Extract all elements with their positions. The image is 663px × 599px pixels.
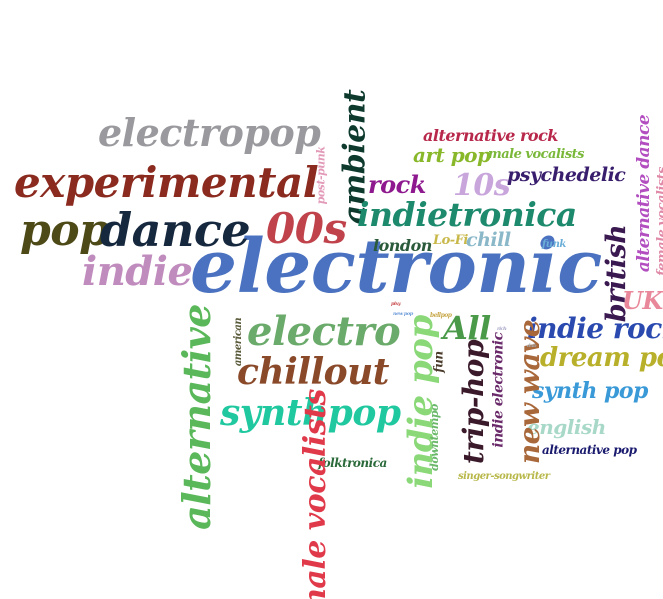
word-american: american — [233, 317, 245, 367]
word-dance: dance — [100, 203, 251, 257]
word-english: english — [527, 415, 606, 439]
word-experimental: experimental — [14, 158, 319, 207]
word-new-wave: new wave — [513, 319, 547, 465]
word-bellpop: bellpop — [430, 312, 452, 319]
word-psychedelic: psychedelic — [507, 164, 626, 186]
word-downtempo: downtempo — [427, 404, 441, 471]
word-folktronica: folktronica — [318, 456, 387, 470]
word-10s: 10s — [453, 168, 511, 203]
word-chill: chill — [466, 229, 511, 251]
word-dub: dub — [527, 343, 537, 349]
word-art-pop: art pop — [413, 143, 491, 167]
word-london: london — [373, 236, 432, 255]
word-synth-pop: synth pop — [532, 378, 648, 404]
word-alternative-rock: alternative rock — [423, 126, 558, 145]
word-alternative-dance: alternative dance — [634, 114, 655, 273]
word-indie-rock: indie rock — [527, 312, 663, 345]
word-alternative: alternative — [173, 304, 219, 530]
word-pop: pop — [20, 205, 110, 256]
word-00s: 00s — [266, 204, 347, 253]
word-all: All — [443, 309, 491, 347]
word-electro: electro — [247, 308, 401, 355]
word-indietronica: indietronica — [357, 195, 577, 234]
word-funk: funk — [542, 239, 566, 250]
word-singer-songwriter: singer-songwriter — [458, 471, 550, 482]
word-electropop: electropop — [98, 110, 321, 155]
word-alternative-pop: alternative pop — [542, 443, 637, 457]
word-rock: rock — [368, 170, 426, 199]
word-indie-electronic: indie electronic — [490, 332, 507, 448]
word-synthpop: synthpop — [220, 392, 401, 434]
word-electronic: electronic — [190, 224, 602, 310]
word-fun: fun — [431, 351, 446, 373]
word-indie: indie — [82, 248, 193, 295]
word-female-vocalists-small: female vocalists — [654, 167, 663, 276]
word-dream-pop: dream pop — [540, 343, 663, 373]
word-trip-hop: trip-hop — [457, 339, 491, 465]
word-female-vocalists: female vocalists — [297, 389, 333, 599]
word-male-vocalists: male vocalists — [488, 147, 585, 162]
word-chillout: chillout — [237, 351, 389, 393]
word-post-punk: post-punk — [314, 146, 328, 205]
word-new-pop: new pop — [393, 311, 413, 317]
word-uk: UK — [622, 286, 663, 315]
word-lo-fi: Lo-Fi — [433, 233, 468, 248]
word-rich: rich — [497, 326, 507, 332]
word-pixy: pixy — [391, 301, 401, 307]
